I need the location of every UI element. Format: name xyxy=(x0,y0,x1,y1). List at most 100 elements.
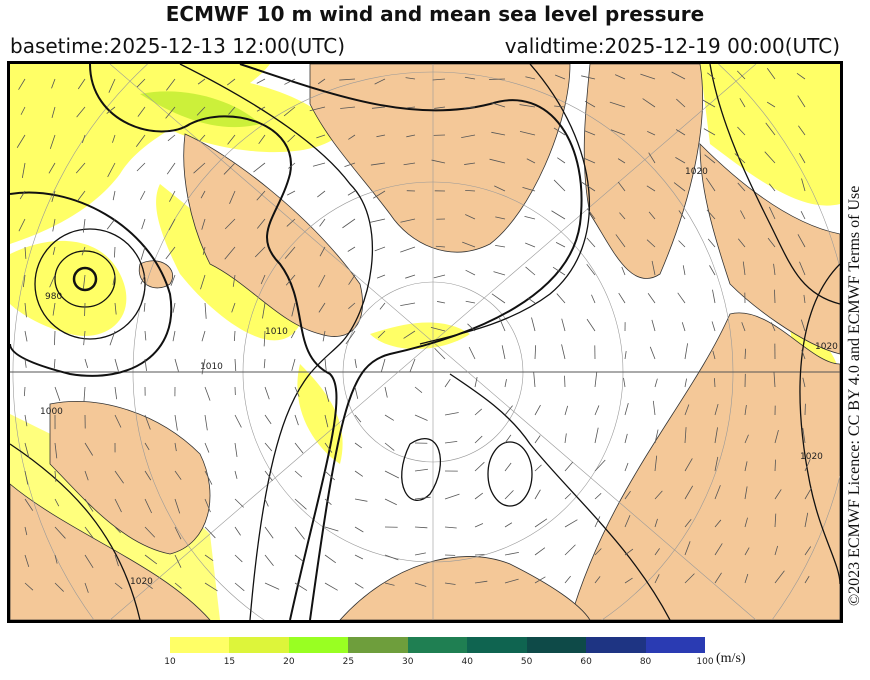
wind-arrow xyxy=(400,246,416,253)
wind-arrow xyxy=(84,470,89,481)
wind-arrow xyxy=(623,377,626,388)
wind-arrow xyxy=(317,190,326,198)
colorbar-tick: 10 xyxy=(164,657,176,667)
wind-arrow xyxy=(714,485,721,500)
wind-arrow xyxy=(414,414,428,421)
colorbar-segment xyxy=(586,637,646,653)
wind-arrow xyxy=(556,293,566,304)
wind-arrow xyxy=(324,554,337,564)
wind-arrow xyxy=(381,358,386,372)
wind-arrow xyxy=(651,319,656,332)
wind-arrow xyxy=(49,134,56,149)
wind-arrow xyxy=(294,554,304,562)
wind-arrow xyxy=(144,358,147,372)
wind-arrow xyxy=(264,526,274,539)
wind-arrow xyxy=(773,371,776,388)
wind-arrow xyxy=(640,73,656,80)
wind-arrow xyxy=(624,433,628,444)
wind-arrow xyxy=(703,128,716,136)
wind-arrow xyxy=(712,289,716,304)
wind-arrow xyxy=(284,246,296,259)
wind-arrow xyxy=(258,134,266,145)
wind-arrow xyxy=(174,414,178,431)
wind-arrow xyxy=(354,526,364,533)
wind-arrow xyxy=(504,434,512,444)
wind-arrow xyxy=(114,554,119,567)
wind-arrow xyxy=(384,442,395,451)
wind-arrow xyxy=(204,582,218,592)
wind-arrow xyxy=(712,350,716,360)
wind-arrow xyxy=(169,190,176,202)
wind-arrow xyxy=(144,470,152,481)
wind-arrow xyxy=(583,157,596,164)
wind-arrow xyxy=(468,346,476,360)
wind-arrow xyxy=(744,517,748,528)
wind-arrow xyxy=(384,582,395,586)
colorbar xyxy=(170,637,705,653)
wind-arrow xyxy=(528,297,536,304)
wind-arrow xyxy=(319,218,326,227)
wind-arrow xyxy=(174,582,182,589)
wind-arrow xyxy=(24,246,27,259)
wind-arrow xyxy=(804,512,809,528)
north-siberia xyxy=(339,556,591,620)
wind-arrow xyxy=(144,414,151,430)
wind-arrow xyxy=(264,414,272,425)
wind-arrow xyxy=(684,541,691,556)
wind-arrow xyxy=(564,405,569,416)
wind-arrow xyxy=(801,178,806,192)
wind-arrow xyxy=(339,78,356,81)
wind-arrow xyxy=(654,518,658,528)
alaska xyxy=(583,64,703,279)
wind-arrow xyxy=(594,405,600,416)
colorbar-tick: 40 xyxy=(461,657,473,667)
wind-arrow xyxy=(75,162,86,174)
wind-arrow xyxy=(714,543,723,556)
wind-arrow xyxy=(489,158,506,164)
wind-arrow xyxy=(167,134,176,142)
wind-arrow xyxy=(734,153,746,164)
wind-arrow xyxy=(766,101,776,108)
wind-arrow xyxy=(204,414,208,431)
wind-arrow xyxy=(714,427,718,444)
wind-arrow xyxy=(24,414,28,427)
wind-arrow xyxy=(405,77,416,80)
wind-arrow xyxy=(561,344,566,360)
wind-arrow xyxy=(647,131,656,136)
canadian-arctic xyxy=(309,64,571,253)
wind-arrow xyxy=(54,498,60,507)
wind-arrow xyxy=(534,576,546,584)
wind-arrow xyxy=(554,105,566,108)
isobar-label: 1000 xyxy=(40,407,63,417)
wind-arrow xyxy=(264,442,273,452)
wind-arrow xyxy=(340,106,356,109)
wind-arrow xyxy=(204,442,210,453)
wind-arrow xyxy=(54,554,58,564)
wind-arrow xyxy=(384,470,400,479)
wind-arrow xyxy=(430,327,446,332)
wind-arrow xyxy=(648,152,656,164)
wind-arrow xyxy=(525,76,536,80)
colorbar-tick: 100 xyxy=(696,657,714,667)
wind-arrow xyxy=(554,74,566,80)
colorbar-tick: 50 xyxy=(520,657,533,667)
wind-arrow xyxy=(802,428,806,444)
colorbar-segment xyxy=(348,637,408,653)
wind-arrow xyxy=(51,106,56,118)
wind-arrow xyxy=(384,414,395,421)
wind-arrow xyxy=(294,526,305,540)
wind-arrow xyxy=(253,162,266,173)
wind-arrow xyxy=(414,496,431,500)
wind-arrow xyxy=(737,238,746,248)
colorbar-segment xyxy=(170,637,230,653)
wind-arrow xyxy=(774,489,782,500)
wind-arrow xyxy=(286,218,296,227)
wind-arrow xyxy=(804,575,810,584)
wind-arrow xyxy=(504,462,512,472)
wind-arrow xyxy=(504,522,513,528)
wind-arrow xyxy=(610,129,626,136)
wind-arrow xyxy=(24,582,34,591)
map-svg: 980 1000 1010 1010 1020 1020 1020 1020 xyxy=(10,64,840,620)
wind-arrow xyxy=(561,318,566,332)
wind-arrow xyxy=(581,75,596,80)
